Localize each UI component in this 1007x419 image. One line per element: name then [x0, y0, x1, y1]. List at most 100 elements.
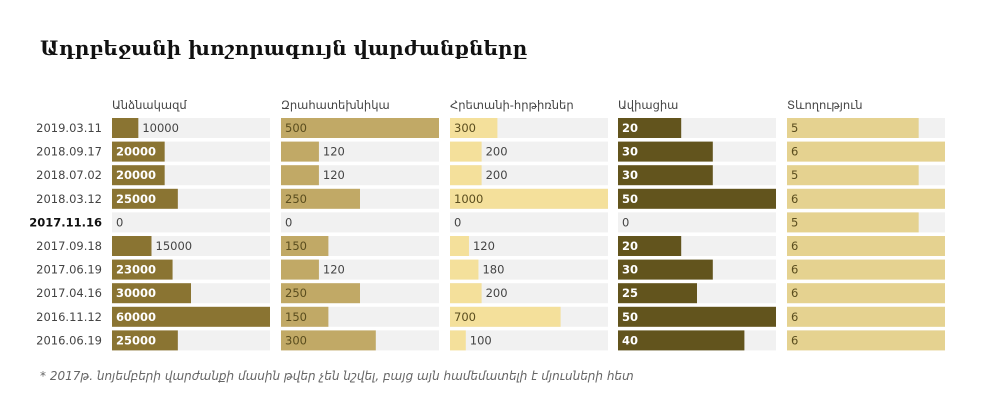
bar: [112, 283, 191, 304]
value-label: 700: [454, 310, 476, 324]
bar: [450, 118, 498, 138]
bar: [281, 118, 439, 138]
bar-track: [281, 212, 439, 233]
bar: [618, 165, 713, 186]
bar-track: [281, 141, 439, 162]
bar: [618, 141, 713, 162]
bar: [450, 259, 479, 280]
bar: [450, 330, 466, 351]
bar-track: [112, 212, 270, 233]
bar: [281, 141, 319, 162]
value-label: 120: [473, 239, 495, 253]
bar: [112, 188, 178, 209]
bar: [281, 165, 319, 186]
row-label: 2019.03.11: [36, 121, 102, 135]
bar: [450, 165, 482, 186]
value-label: 5: [791, 121, 798, 135]
series-header: Ավիացիա: [618, 98, 678, 112]
row-label: 2018.07.02: [36, 168, 102, 182]
value-label: 10000: [142, 121, 179, 135]
bar-track: [450, 141, 608, 162]
value-label: 30: [622, 263, 638, 277]
value-label: 40: [622, 333, 638, 347]
bar: [618, 283, 697, 304]
bar: [787, 259, 945, 280]
bar: [787, 236, 945, 256]
value-label: 15000: [156, 239, 193, 253]
bar: [281, 330, 376, 351]
bar: [618, 259, 713, 280]
value-label: 30: [622, 145, 638, 159]
bar: [450, 188, 608, 209]
bar: [618, 330, 745, 351]
value-label: 25000: [116, 333, 156, 347]
value-label: 180: [482, 263, 504, 277]
bar: [787, 118, 919, 138]
value-label: 100: [470, 333, 492, 347]
bar: [281, 188, 360, 209]
value-label: 120: [323, 168, 345, 182]
value-label: 6: [791, 333, 798, 347]
bar: [618, 188, 776, 209]
bar: [787, 165, 919, 186]
bar-track: [281, 259, 439, 280]
value-label: 30000: [116, 286, 156, 300]
value-label: 500: [285, 121, 307, 135]
value-label: 20: [622, 121, 638, 135]
bar-track: [281, 165, 439, 186]
bar: [450, 236, 469, 256]
bar: [450, 306, 561, 327]
value-label: 150: [285, 239, 307, 253]
value-label: 200: [486, 286, 508, 300]
bar: [787, 306, 945, 327]
value-label: 1000: [454, 192, 483, 206]
bar: [787, 141, 945, 162]
value-label: 6: [791, 286, 798, 300]
bar: [618, 306, 776, 327]
row-label: 2017.06.19: [36, 263, 102, 277]
value-label: 120: [323, 145, 345, 159]
value-label: 300: [454, 121, 476, 135]
value-label: 30: [622, 168, 638, 182]
chart-title: Ադրբեջանի խոշորագույն վարժանքները: [40, 36, 528, 60]
bar: [112, 165, 165, 186]
value-label: 25000: [116, 192, 156, 206]
value-label: 50: [622, 310, 638, 324]
bar-track: [450, 165, 608, 186]
bar: [281, 283, 360, 304]
bar-track: [450, 212, 608, 233]
value-label: 200: [486, 145, 508, 159]
row-label: 2018.09.17: [36, 145, 102, 159]
bar: [112, 118, 139, 138]
value-label: 20: [622, 239, 638, 253]
value-label: 0: [622, 215, 629, 229]
row-label: 2017.11.16: [29, 215, 102, 229]
value-label: 200: [486, 168, 508, 182]
value-label: 300: [285, 333, 307, 347]
value-label: 23000: [116, 263, 156, 277]
series-header: Անձնակազմ: [112, 98, 187, 112]
series-header: Զրահատեխնիկա: [281, 98, 390, 112]
bar: [787, 188, 945, 209]
bar: [450, 283, 482, 304]
value-label: 120: [323, 263, 345, 277]
bar-track: [450, 236, 608, 256]
bar: [281, 236, 329, 256]
value-label: 6: [791, 310, 798, 324]
series-header: Հրետանի-հրթիռներ: [450, 98, 574, 112]
bar: [281, 259, 319, 280]
value-label: 150: [285, 310, 307, 324]
bar: [112, 141, 165, 162]
value-label: 5: [791, 168, 798, 182]
value-label: 20000: [116, 145, 156, 159]
value-label: 250: [285, 286, 307, 300]
value-label: 25: [622, 286, 638, 300]
value-label: 6: [791, 239, 798, 253]
value-label: 6: [791, 263, 798, 277]
value-label: 0: [285, 215, 292, 229]
value-label: 6: [791, 192, 798, 206]
bar-track: [618, 212, 776, 233]
footnote: * 2017թ. նոյեմբերի վարժանքի մասին թվեր չ…: [40, 369, 634, 383]
value-label: 6: [791, 145, 798, 159]
